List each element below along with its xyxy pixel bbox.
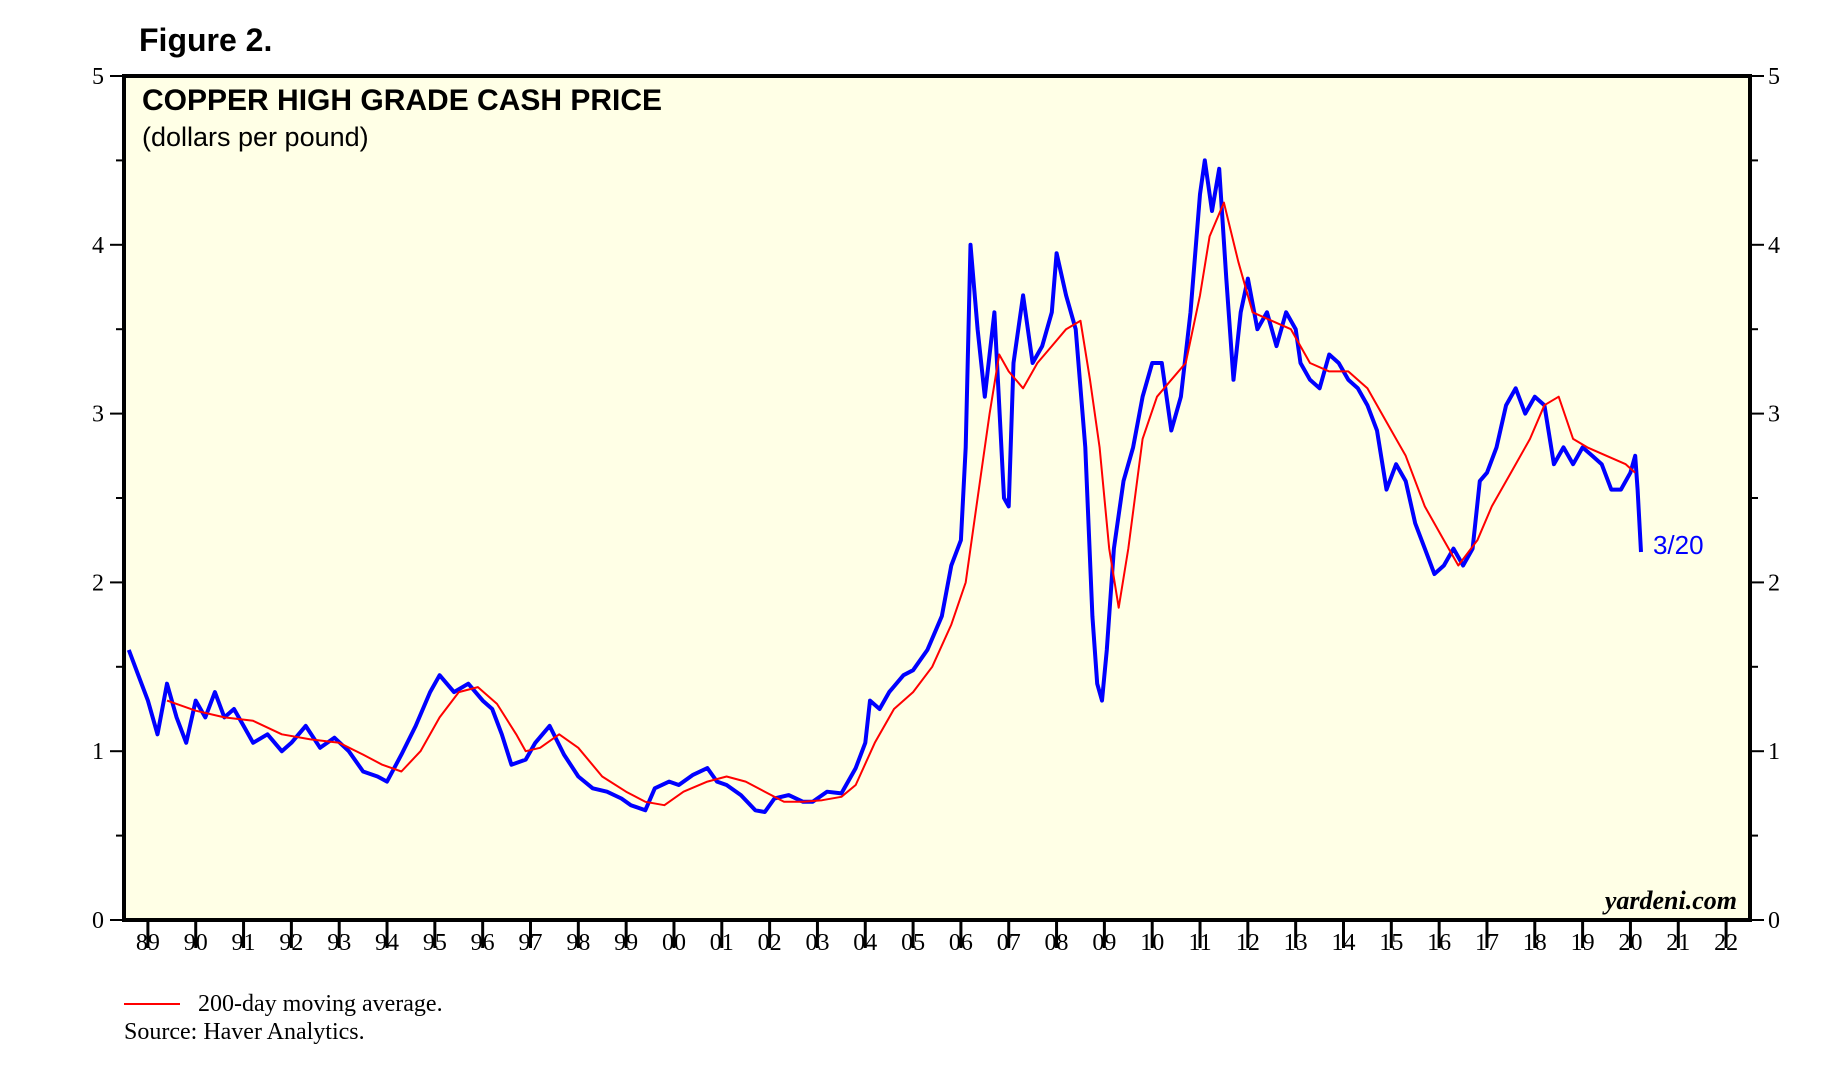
x-tick-label: 18 [1523,930,1547,956]
x-tick-label: 13 [1284,930,1308,956]
legend-ma-label: 200-day moving average. [198,991,443,1017]
x-tick-label: 20 [1618,930,1642,956]
x-tick-label: 98 [566,930,590,956]
y-tick-label-right: 3 [1768,402,1780,428]
figure-label: Figure 2. [139,22,273,58]
x-tick-label: 16 [1427,930,1451,956]
y-tick-label-left: 0 [92,908,104,934]
series-line-moving-average [166,201,1636,807]
x-tick-label: 90 [184,930,208,956]
x-tick-label: 02 [758,930,782,956]
x-tick-label: 91 [232,930,256,956]
x-tick-label: 04 [853,930,877,956]
x-tick-label: 08 [1045,930,1069,956]
x-tick-label: 17 [1475,930,1499,956]
x-tick-label: 22 [1714,930,1738,956]
x-tick-label: 12 [1236,930,1260,956]
legend-moving-average: 200-day moving average. [124,990,443,1018]
y-tick-label-right: 1 [1768,739,1780,765]
x-tick-label: 95 [423,930,447,956]
x-tick-label: 15 [1379,930,1403,956]
y-tick-label-left: 2 [92,570,104,596]
x-tick-label: 11 [1188,930,1211,956]
x-tick-label: 05 [901,930,925,956]
x-tick-label: 21 [1666,930,1690,956]
x-tick-label: 97 [519,930,543,956]
series-line-copper-price [126,158,1643,814]
legend-red-line-swatch [124,1003,180,1005]
chart-subtitle: (dollars per pound) [142,122,369,152]
y-tick-label-left: 1 [92,739,104,765]
y-tick-label-left: 4 [92,233,104,259]
y-tick-label-left: 3 [92,402,104,428]
x-tick-label: 94 [375,930,399,956]
x-tick-label: 01 [710,930,734,956]
x-tick-label: 89 [136,930,160,956]
x-tick-label: 10 [1140,930,1164,956]
x-tick-label: 03 [805,930,829,956]
y-tick-label-left: 5 [92,64,104,90]
x-tick-label: 93 [327,930,351,956]
x-tick-label: 14 [1332,930,1356,956]
y-tick-label-right: 4 [1768,233,1780,259]
end-date-annotation: 3/20 [1653,530,1704,560]
watermark: yardeni.com [1602,886,1737,915]
source-note: Source: Haver Analytics. [124,1019,365,1045]
x-tick-label: 07 [997,930,1021,956]
y-tick-label-right: 0 [1768,908,1780,934]
x-tick-label: 06 [949,930,973,956]
y-tick-label-right: 2 [1768,570,1780,596]
chart-title: COPPER HIGH GRADE CASH PRICE [142,84,662,117]
x-tick-label: 09 [1092,930,1116,956]
plot-area [122,74,1752,922]
x-tick-label: 00 [662,930,686,956]
x-tick-label: 19 [1571,930,1595,956]
footer: 200-day moving average. Source: Haver An… [124,990,443,1046]
y-tick-label-right: 5 [1768,64,1780,90]
x-tick-label: 96 [471,930,495,956]
x-tick-label: 92 [279,930,303,956]
x-tick-label: 99 [614,930,638,956]
